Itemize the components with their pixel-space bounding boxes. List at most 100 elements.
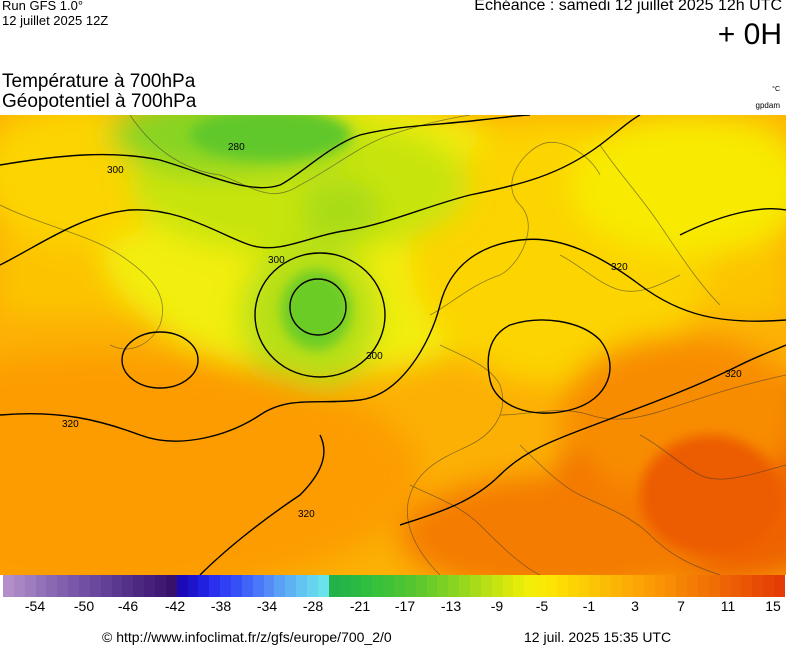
colorbar-swatch bbox=[491, 575, 503, 597]
colorbar-tick: -9 bbox=[490, 598, 504, 614]
colorbar-swatch bbox=[469, 575, 481, 597]
colorbar-tick: 15 bbox=[765, 598, 781, 614]
colorbar-tick: -38 bbox=[210, 598, 232, 614]
colorbar-tick: -28 bbox=[302, 598, 324, 614]
colorbar-swatch bbox=[122, 575, 134, 597]
colorbar-tick: -42 bbox=[164, 598, 186, 614]
colorbar-tick: -1 bbox=[582, 598, 596, 614]
contour-labels: 300 300 300 320 320 320 320 280 bbox=[62, 142, 742, 520]
colorbar-swatch bbox=[372, 575, 384, 597]
colorbar-swatch bbox=[100, 575, 112, 597]
colorbar-swatch bbox=[774, 575, 785, 597]
colorbar-swatch bbox=[611, 575, 622, 597]
colorbar-swatch bbox=[404, 575, 416, 597]
source-url[interactable]: © http://www.infoclimat.fr/z/gfs/europe/… bbox=[102, 629, 392, 645]
colorbar-swatch bbox=[763, 575, 775, 597]
colorbar-swatch bbox=[719, 575, 731, 597]
colorbar-tick: 3 bbox=[631, 598, 639, 614]
colorbar-swatch bbox=[415, 575, 427, 597]
colorbar-swatch bbox=[480, 575, 492, 597]
colorbar-tick: -21 bbox=[349, 598, 371, 614]
colorbar-swatch bbox=[350, 575, 362, 597]
colorbar-swatch bbox=[654, 575, 666, 597]
colorbar-swatch bbox=[535, 575, 546, 597]
colorbar-swatch bbox=[57, 575, 69, 597]
colorbar-tick: -13 bbox=[440, 598, 462, 614]
contour-label: 320 bbox=[611, 262, 628, 273]
colorbar-swatch bbox=[545, 575, 557, 597]
contour-label: 300 bbox=[268, 255, 285, 266]
colorbar-swatch bbox=[89, 575, 101, 597]
colorbar-swatch bbox=[621, 575, 633, 597]
colorbar-tick: -34 bbox=[256, 598, 278, 614]
colorbar-swatch bbox=[426, 575, 438, 597]
colorbar-swatch bbox=[13, 575, 25, 597]
run-date: 12 juillet 2025 12Z bbox=[2, 13, 109, 28]
colorbar-swatch bbox=[567, 575, 579, 597]
contour-label: 300 bbox=[366, 351, 383, 362]
colorbar-swatch bbox=[133, 575, 145, 597]
colorbar-swatch bbox=[393, 575, 405, 597]
colorbar-swatch bbox=[665, 575, 677, 597]
colorbar-swatch bbox=[643, 575, 655, 597]
colorbar-swatch bbox=[708, 575, 720, 597]
colorbar-swatch bbox=[752, 575, 764, 597]
colorbar-swatch bbox=[274, 575, 286, 597]
colorbar-swatch bbox=[600, 575, 612, 597]
geopotential-contours bbox=[0, 115, 786, 575]
colorbar-swatch bbox=[361, 575, 373, 597]
colorbar-swatch bbox=[209, 575, 221, 597]
colorbar-swatch bbox=[79, 575, 90, 597]
colorbar-swatch bbox=[231, 575, 242, 597]
colorbar-swatch bbox=[317, 575, 329, 597]
colorbar-swatch bbox=[383, 575, 394, 597]
colorbar-swatch bbox=[556, 575, 568, 597]
colorbar-swatch bbox=[198, 575, 210, 597]
colorbar-swatch bbox=[524, 575, 536, 597]
unit-geopotential: gpdam bbox=[755, 101, 780, 110]
parameter-temperature: Température à 700hPa bbox=[2, 71, 196, 92]
colorbar-swatch bbox=[220, 575, 232, 597]
colorbar-swatch bbox=[687, 575, 698, 597]
colorbar-swatch bbox=[459, 575, 470, 597]
colorbar-swatch bbox=[46, 575, 58, 597]
colorbar-swatch bbox=[437, 575, 449, 597]
colorbar-swatch bbox=[35, 575, 47, 597]
colorbar-swatch bbox=[502, 575, 514, 597]
colorbar-swatch bbox=[3, 575, 14, 597]
temperature-colorbar bbox=[3, 575, 785, 597]
colorbar-swatch bbox=[513, 575, 525, 597]
weather-map: 300 300 300 320 320 320 320 280 bbox=[0, 115, 786, 575]
map-canvas: 300 300 300 320 320 320 320 280 bbox=[0, 115, 786, 575]
colorbar-tick: -17 bbox=[394, 598, 416, 614]
contour-label: 300 bbox=[107, 165, 124, 176]
colorbar-swatch bbox=[263, 575, 275, 597]
temperature-field bbox=[0, 115, 786, 575]
colorbar-swatch bbox=[144, 575, 156, 597]
colorbar-tick: -54 bbox=[24, 598, 46, 614]
colorbar-swatch bbox=[68, 575, 80, 597]
contour-label: 320 bbox=[725, 369, 742, 380]
colorbar-swatch bbox=[578, 575, 590, 597]
coastlines bbox=[0, 115, 786, 575]
contour-label: 320 bbox=[298, 509, 315, 520]
colorbar-swatch bbox=[328, 575, 340, 597]
colorbar-swatch bbox=[296, 575, 308, 597]
unit-temperature: °C bbox=[772, 86, 780, 93]
colorbar-swatch bbox=[24, 575, 36, 597]
colorbar-tick: -50 bbox=[73, 598, 95, 614]
run-title: Run GFS 1.0° bbox=[2, 0, 84, 13]
colorbar-swatch bbox=[176, 575, 188, 597]
colorbar-swatch bbox=[589, 575, 601, 597]
colorbar-swatch bbox=[187, 575, 199, 597]
forecast-time-label: Echéance : samedi 12 juillet 2025 12h UT… bbox=[474, 0, 782, 14]
colorbar-swatch bbox=[241, 575, 253, 597]
lead-time: + 0H bbox=[717, 18, 782, 51]
colorbar-tick: -46 bbox=[117, 598, 139, 614]
colorbar-swatch bbox=[111, 575, 123, 597]
contour-label: 320 bbox=[62, 419, 79, 430]
colorbar-swatch bbox=[698, 575, 709, 597]
colorbar-swatch bbox=[307, 575, 318, 597]
parameter-geopotential: Géopotentiel à 700hPa bbox=[2, 91, 197, 112]
colorbar-swatch bbox=[285, 575, 297, 597]
